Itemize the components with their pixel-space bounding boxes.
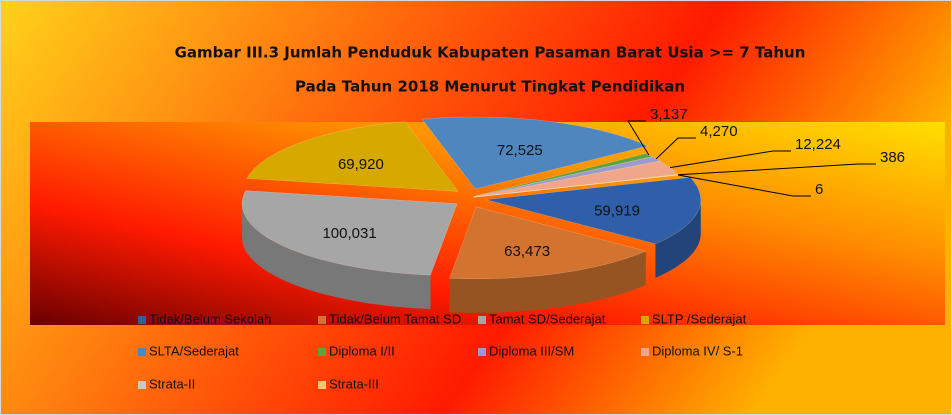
chart-title: Gambar III.3 Jumlah Penduduk Kabupaten P… xyxy=(175,44,806,62)
data-label: 69,920 xyxy=(338,156,384,173)
legend-label: Strata-II xyxy=(149,376,195,391)
slice xyxy=(241,190,458,276)
chart-subtitle: Pada Tahun 2018 Menurut Tingkat Pendidik… xyxy=(295,78,685,96)
legend-label: SLTP /Sederajat xyxy=(652,311,747,326)
data-label: 386 xyxy=(880,149,905,166)
slice xyxy=(449,206,647,280)
legend-label: Diploma IV/ S-1 xyxy=(652,343,743,358)
legend-swatch xyxy=(478,348,486,356)
slice xyxy=(246,121,459,192)
data-label: 3,137 xyxy=(650,106,688,123)
legend-label: Tamat SD/Sederajat xyxy=(489,311,606,326)
slice xyxy=(473,153,653,197)
legend-swatch xyxy=(478,316,486,324)
data-label: 59,919 xyxy=(594,202,640,219)
slice-side xyxy=(655,199,701,278)
data-label: 4,270 xyxy=(700,123,738,140)
leader-line xyxy=(678,174,811,197)
legend-swatch xyxy=(138,316,146,324)
legend-label: Diploma III/SM xyxy=(489,343,574,358)
leader-line xyxy=(655,137,696,160)
legend-swatch xyxy=(138,348,146,356)
legend-swatch xyxy=(138,381,146,389)
slice xyxy=(421,116,649,190)
legend-label: Diploma I/II xyxy=(329,343,395,358)
data-label: 63,473 xyxy=(504,243,550,260)
leader-line xyxy=(627,120,650,156)
leader-line xyxy=(678,163,876,176)
legend-label: Strata-III xyxy=(329,376,379,391)
slice-side xyxy=(449,251,646,313)
legend-swatch xyxy=(318,348,326,356)
slice xyxy=(485,177,701,245)
data-label: 12,224 xyxy=(795,136,841,153)
legend-swatch xyxy=(318,316,326,324)
legend-label: Tidak/Belum Sekolah xyxy=(149,311,271,326)
slice-side xyxy=(242,203,431,310)
data-label: 100,031 xyxy=(322,225,376,242)
legend-swatch xyxy=(641,316,649,324)
legend-swatch xyxy=(318,381,326,389)
legend-label: Tidak/Belum Tamat SD xyxy=(329,311,461,326)
data-label: 72,525 xyxy=(497,142,543,159)
leader-line xyxy=(669,150,791,169)
legend-swatch xyxy=(641,348,649,356)
data-label: 6 xyxy=(815,181,823,198)
legend-label: SLTA/Sederajat xyxy=(149,343,239,358)
